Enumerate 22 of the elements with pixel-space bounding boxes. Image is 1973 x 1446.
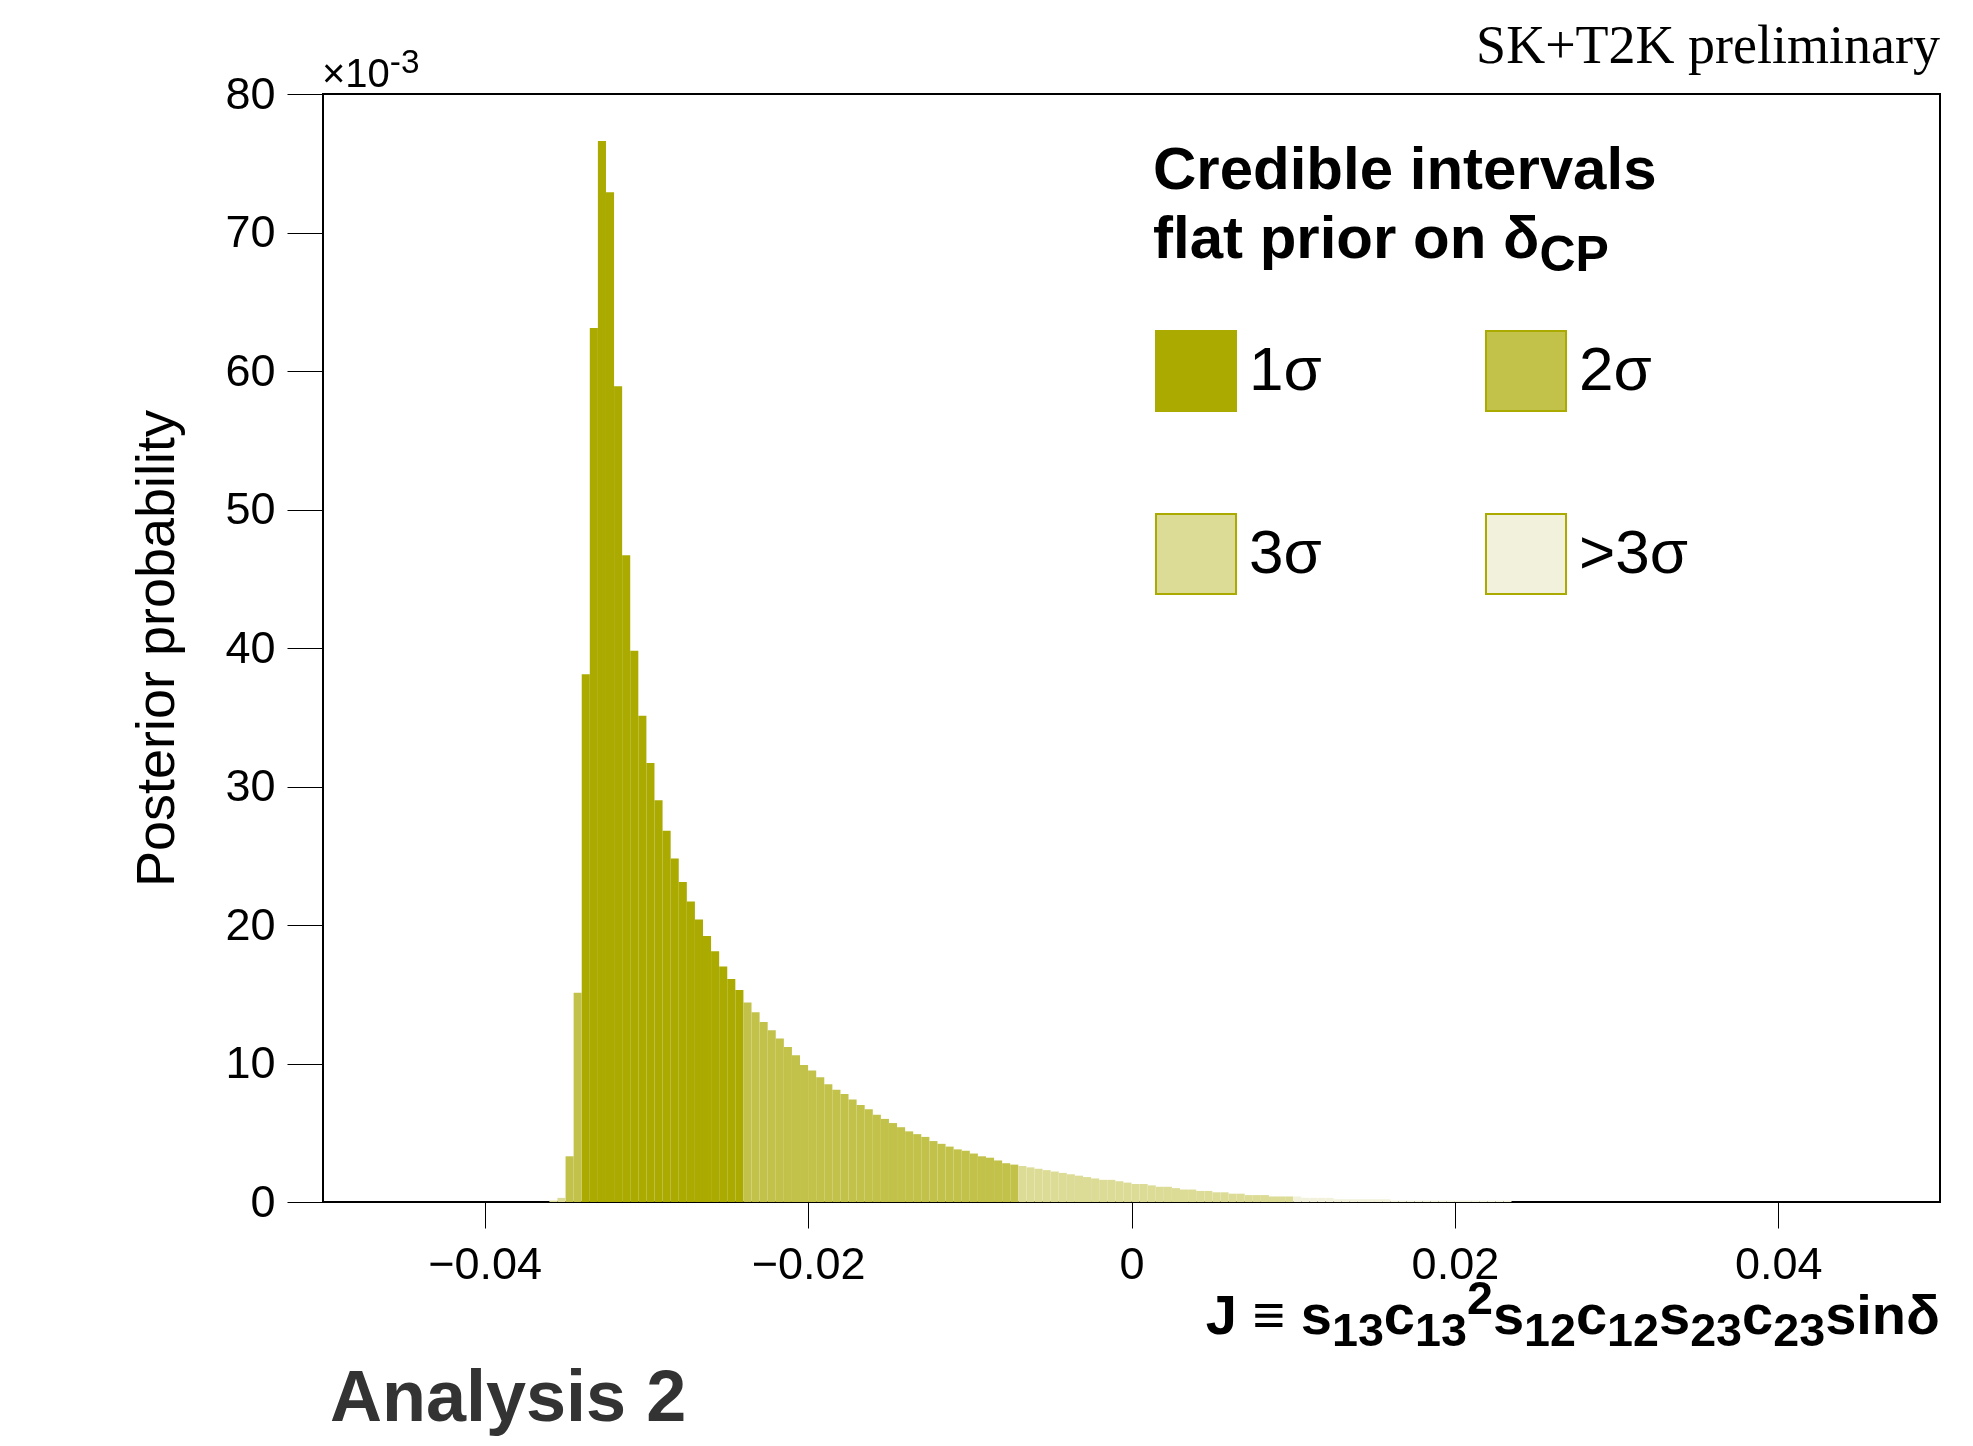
x-tick-label: 0.04 (1735, 1237, 1823, 1289)
y-tick-label: 20 (225, 898, 276, 950)
x-tick-label: −0.04 (428, 1237, 543, 1289)
legend-label: 3σ (1249, 517, 1322, 586)
x-tick-label: 0 (1119, 1237, 1145, 1289)
text: Analysis 2 (330, 1356, 687, 1436)
y-tick-label: 0 (250, 1175, 276, 1227)
y-tick-label: 40 (225, 621, 276, 673)
chart-title: SK+T2K preliminary (1476, 15, 1940, 75)
legend-label: >3σ (1579, 517, 1688, 586)
x-tick-label: −0.02 (751, 1237, 866, 1289)
y-tick-label: 10 (225, 1037, 276, 1088)
y-tick-label: 80 (225, 67, 276, 119)
annotation: ×10$^{-3}$ (322, 43, 420, 96)
y-tick-label: 50 (225, 483, 276, 534)
y-tick-label: 30 (225, 760, 276, 811)
y-tick-label: 70 (225, 206, 276, 257)
legend-title: Credible intervals flat prior on δ$_{CP}$ (1153, 134, 1658, 284)
legend-label: 2σ (1579, 334, 1652, 403)
y-tick-label: 60 (225, 344, 276, 396)
legend-label: 1σ (1249, 334, 1322, 403)
y-axis-title: Posterior probability (125, 409, 186, 888)
